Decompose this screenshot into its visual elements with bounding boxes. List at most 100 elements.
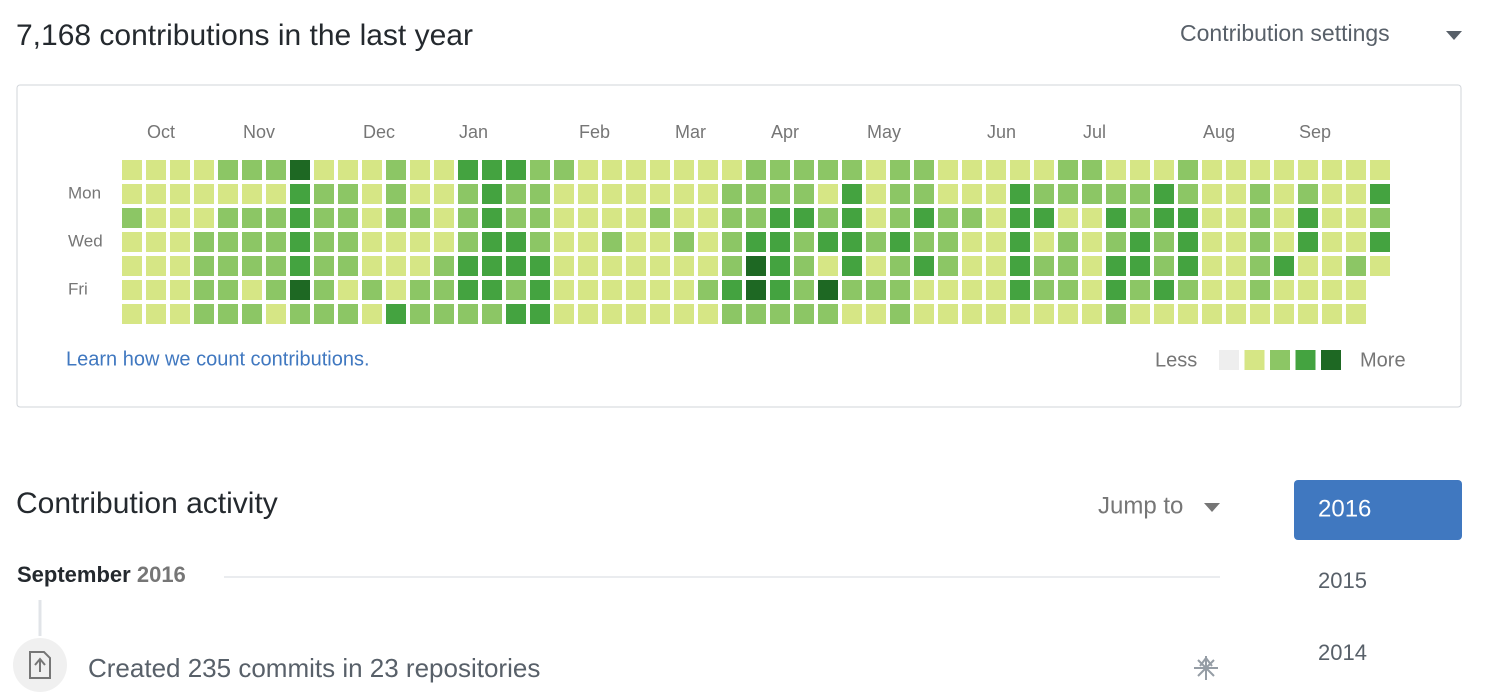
day-cell <box>314 304 334 324</box>
day-cell <box>194 208 214 228</box>
learn-link[interactable]: Learn how we count contributions. <box>66 348 370 370</box>
day-cell <box>1010 304 1030 324</box>
day-cell <box>1274 232 1294 252</box>
day-cell <box>698 160 718 180</box>
repo-icon <box>29 651 51 679</box>
day-cell <box>362 256 382 276</box>
day-cell <box>818 256 838 276</box>
day-cell <box>506 160 526 180</box>
day-cell <box>818 232 838 252</box>
day-cell <box>722 184 742 204</box>
year-option[interactable]: 2016 <box>1318 495 1371 522</box>
day-cell <box>290 280 310 300</box>
collapse-icon[interactable] <box>1194 656 1218 680</box>
day-cell <box>842 160 862 180</box>
day-cell <box>410 232 430 252</box>
day-cell <box>626 304 646 324</box>
day-cell <box>290 208 310 228</box>
day-cell <box>1178 208 1198 228</box>
day-cell <box>530 208 550 228</box>
day-cell <box>866 184 886 204</box>
day-cell <box>842 304 862 324</box>
day-cell <box>122 160 142 180</box>
day-cell <box>1226 160 1246 180</box>
day-cell <box>218 304 238 324</box>
day-cell <box>1322 160 1342 180</box>
day-cell <box>530 184 550 204</box>
day-cell <box>482 256 502 276</box>
day-cell <box>194 184 214 204</box>
day-label: Wed <box>68 231 103 250</box>
day-cell <box>650 208 670 228</box>
day-cell <box>314 208 334 228</box>
day-label: Mon <box>68 183 101 202</box>
day-cell <box>1226 208 1246 228</box>
day-cell <box>1202 208 1222 228</box>
day-cell <box>1178 184 1198 204</box>
day-cell <box>650 160 670 180</box>
day-cell <box>1250 280 1270 300</box>
day-cell <box>482 304 502 324</box>
day-cell <box>458 304 478 324</box>
day-cell <box>1274 184 1294 204</box>
day-cell <box>338 208 358 228</box>
day-cell <box>1274 160 1294 180</box>
day-cell <box>914 208 934 228</box>
month-label: Apr <box>771 122 799 142</box>
day-cell <box>1226 280 1246 300</box>
day-cell <box>890 160 910 180</box>
year-option[interactable]: 2015 <box>1318 568 1367 593</box>
day-cell <box>1010 160 1030 180</box>
day-cell <box>794 232 814 252</box>
year-button[interactable] <box>1294 480 1462 540</box>
day-cell <box>746 280 766 300</box>
day-cell <box>578 256 598 276</box>
day-cell <box>794 208 814 228</box>
jump-menu[interactable]: Jump to <box>1098 492 1183 519</box>
day-cell <box>458 280 478 300</box>
day-cell <box>362 280 382 300</box>
day-cell <box>1178 304 1198 324</box>
day-cell <box>1370 184 1390 204</box>
day-cell <box>938 232 958 252</box>
day-cell <box>1010 232 1030 252</box>
day-cell <box>482 232 502 252</box>
day-cell <box>602 160 622 180</box>
day-cell <box>1226 304 1246 324</box>
day-cell <box>770 160 790 180</box>
event-text[interactable]: Created 235 commits in 23 repositories <box>88 653 540 683</box>
day-cell <box>1202 160 1222 180</box>
day-cell <box>770 280 790 300</box>
day-cell <box>914 160 934 180</box>
day-cell <box>434 256 454 276</box>
day-cell <box>1250 232 1270 252</box>
day-cell <box>386 232 406 252</box>
day-cell <box>1370 160 1390 180</box>
year-option[interactable]: 2014 <box>1318 640 1367 665</box>
day-cell <box>1226 184 1246 204</box>
day-cell <box>866 280 886 300</box>
day-cell <box>794 256 814 276</box>
day-cell <box>338 256 358 276</box>
day-cell <box>362 208 382 228</box>
day-cell <box>1034 208 1054 228</box>
day-cell <box>482 208 502 228</box>
day-cell <box>434 160 454 180</box>
day-cell <box>794 304 814 324</box>
day-cell <box>674 256 694 276</box>
day-cell <box>530 304 550 324</box>
day-cell <box>722 304 742 324</box>
day-cell <box>866 232 886 252</box>
day-cell <box>170 304 190 324</box>
day-cell <box>410 160 430 180</box>
day-cell <box>1154 256 1174 276</box>
day-cell <box>938 256 958 276</box>
day-cell <box>1202 184 1222 204</box>
settings-menu[interactable]: Contribution settings <box>1180 20 1390 46</box>
day-cell <box>266 232 286 252</box>
day-cell <box>1034 184 1054 204</box>
day-cell <box>1058 184 1078 204</box>
day-cell <box>266 280 286 300</box>
day-cell <box>890 208 910 228</box>
